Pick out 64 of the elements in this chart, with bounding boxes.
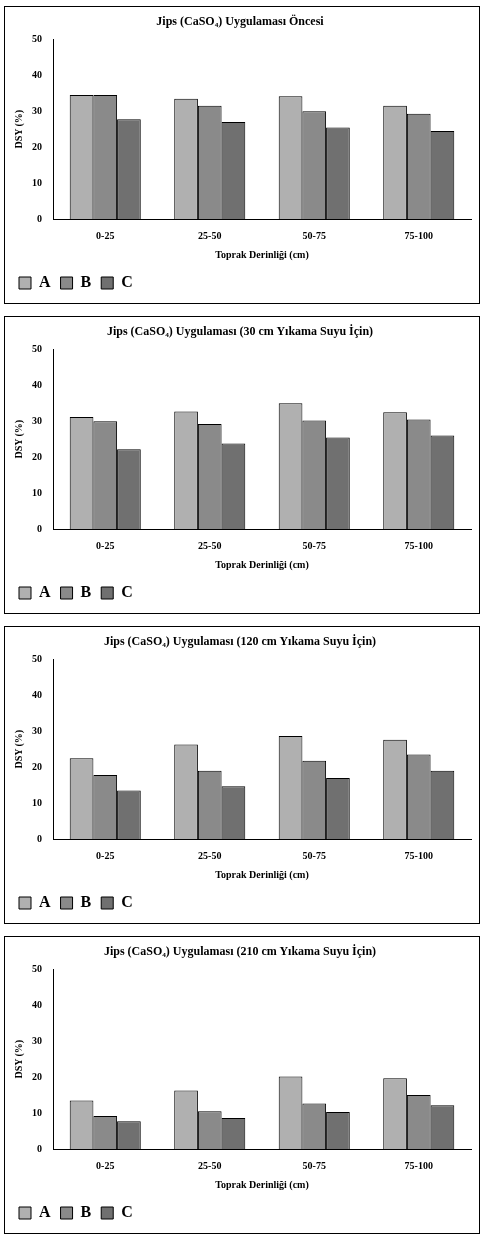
- y-tick-label: 40: [32, 378, 42, 390]
- x-axis-title: Toprak Derinliği (cm): [215, 868, 309, 881]
- y-tick-label: 30: [32, 1034, 42, 1046]
- x-tick-label: 50-75: [302, 229, 326, 241]
- y-tick-label: 20: [32, 1070, 42, 1082]
- legend-label: A: [39, 1203, 51, 1221]
- legend-label: C: [121, 273, 133, 291]
- legend-label: A: [39, 893, 51, 911]
- y-tick-label: 10: [32, 176, 42, 188]
- y-tick-label: 0: [37, 522, 42, 534]
- x-tick-label: 0-25: [96, 1159, 115, 1171]
- y-tick-label: 50: [32, 962, 42, 974]
- legend-label: B: [80, 273, 92, 291]
- y-tick-label: 0: [37, 212, 42, 224]
- y-tick-label: 20: [32, 760, 42, 772]
- y-tick-label: 30: [32, 104, 42, 116]
- y-tick-label: 10: [32, 486, 42, 498]
- y-axis-title: DSY (%): [12, 729, 25, 769]
- x-tick-label: 25-50: [198, 229, 222, 241]
- x-axis-title: Toprak Derinliği (cm): [215, 1178, 309, 1191]
- x-tick-label: 0-25: [96, 229, 115, 241]
- x-axis-title: Toprak Derinliği (cm): [215, 248, 309, 261]
- y-tick-label: 50: [32, 342, 42, 354]
- y-tick-label: 40: [32, 68, 42, 80]
- x-tick-label: 75-100: [404, 849, 433, 861]
- x-tick-label: 75-100: [404, 1159, 433, 1171]
- chart-title: Jips (CaSO₄) Uygulaması Öncesi: [156, 14, 325, 29]
- chart-title: Jips (CaSO₄) Uygulaması (120 cm Yıkama Suyu İçin): [103, 634, 377, 649]
- y-tick-label: 0: [37, 832, 42, 844]
- y-axis-title: DSY (%): [12, 1039, 25, 1079]
- legend-label: A: [39, 273, 51, 291]
- x-tick-label: 50-75: [302, 539, 326, 551]
- y-tick-label: 10: [32, 1106, 42, 1118]
- y-axis-title: DSY (%): [12, 109, 25, 149]
- legend-label: B: [80, 583, 92, 601]
- x-axis-title: Toprak Derinliği (cm): [215, 558, 309, 571]
- x-tick-label: 50-75: [302, 849, 326, 861]
- y-tick-label: 20: [32, 140, 42, 152]
- x-tick-label: 0-25: [96, 539, 115, 551]
- x-tick-label: 25-50: [198, 539, 222, 551]
- x-tick-label: 75-100: [404, 229, 433, 241]
- y-axis-title: DSY (%): [12, 419, 25, 459]
- y-tick-label: 50: [32, 652, 42, 664]
- y-tick-label: 30: [32, 724, 42, 736]
- x-tick-label: 50-75: [302, 1159, 326, 1171]
- y-tick-label: 40: [32, 998, 42, 1010]
- chart-title: Jips (CaSO₄) Uygulaması (30 cm Yıkama Suyu İçin): [106, 324, 374, 339]
- y-tick-label: 40: [32, 688, 42, 700]
- y-tick-label: 30: [32, 414, 42, 426]
- x-tick-label: 25-50: [198, 1159, 222, 1171]
- y-tick-label: 50: [32, 32, 42, 44]
- legend-label: C: [121, 893, 133, 911]
- y-tick-label: 20: [32, 450, 42, 462]
- x-tick-label: 25-50: [198, 849, 222, 861]
- x-tick-label: 0-25: [96, 849, 115, 861]
- legend-label: B: [80, 1203, 92, 1221]
- legend-label: A: [39, 583, 51, 601]
- legend-label: B: [80, 893, 92, 911]
- legend-label: C: [121, 583, 133, 601]
- x-tick-label: 75-100: [404, 539, 433, 551]
- y-tick-label: 0: [37, 1142, 42, 1154]
- y-tick-label: 10: [32, 796, 42, 808]
- chart-title: Jips (CaSO₄) Uygulaması (210 cm Yıkama Suyu İçin): [103, 944, 377, 959]
- legend-label: C: [121, 1203, 133, 1221]
